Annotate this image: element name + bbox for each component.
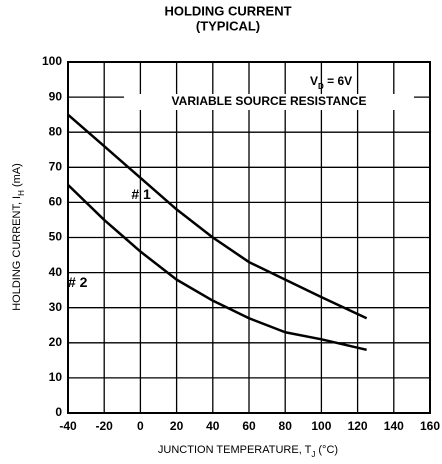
x-tick-label: 0 [137,419,144,433]
y-tick-label: 10 [49,370,63,384]
x-axis-label-sub: J [311,450,315,459]
x-tick-label: 20 [170,419,184,433]
x-tick-label: 100 [311,419,331,433]
y-axis-label-sub: H [17,190,26,196]
annotation: VARIABLE SOURCE RESISTANCE [172,94,367,108]
chart-title: HOLDING CURRENT [164,3,291,18]
y-tick-label: 40 [49,265,63,279]
series-line [67,113,368,320]
y-tick-label: 0 [55,405,62,419]
annotation-bg [124,94,414,110]
chart-title: (TYPICAL) [196,18,260,33]
x-axis-label-main: JUNCTION TEMPERATURE, T [158,444,312,456]
series-label: # 1 [131,186,151,202]
x-tick-label: 80 [279,419,293,433]
annotation: VD = 6V [310,74,352,90]
x-tick-label: 160 [420,419,440,433]
x-axis-label-rest: (°C) [315,444,338,456]
y-tick-label: 100 [42,54,62,68]
series-line [67,183,367,352]
y-tick-label: 80 [49,124,63,138]
y-axis-label-main: HOLDING CURRENT, I [11,196,23,311]
y-tick-label: 90 [49,89,63,103]
x-tick-label: -20 [96,419,114,433]
y-axis-label-rest: (mA) [11,163,23,190]
y-tick-label: 30 [49,300,63,314]
x-axis-label: JUNCTION TEMPERATURE, TJ (°C) [158,444,338,459]
annotation-main: V [310,74,318,88]
y-tick-label: 70 [49,159,63,173]
x-tick-label: 140 [384,419,404,433]
series-label: # 2 [68,274,88,290]
annotation-rest: = 6V [324,74,352,88]
y-tick-label: 50 [49,230,63,244]
y-axis-label: HOLDING CURRENT, IH (mA) [11,163,26,311]
annotation-sub: D [318,82,324,91]
x-tick-label: 60 [242,419,256,433]
y-tick-label: 60 [49,195,63,209]
x-tick-label: 120 [348,419,368,433]
x-tick-label: -40 [59,419,77,433]
y-tick-label: 20 [49,335,63,349]
x-tick-label: 40 [206,419,220,433]
plot-frame [67,61,431,414]
